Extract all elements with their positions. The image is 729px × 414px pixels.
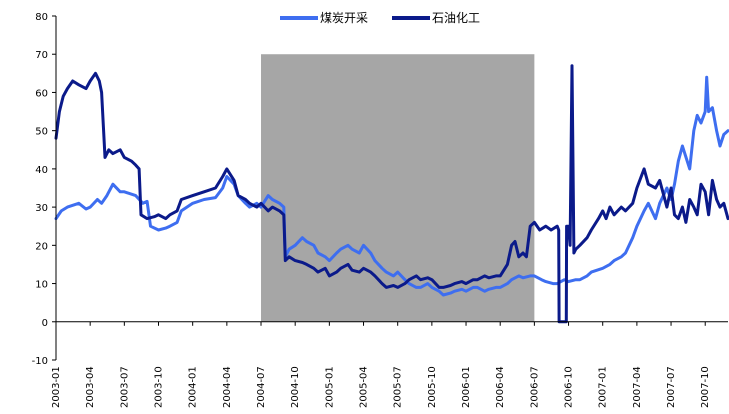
series-line-1 — [54, 75, 729, 297]
y-axis: -10 0 10 20 30 40 50 60 70 80 — [32, 12, 57, 367]
x-tick-label: 2006-04 — [495, 366, 506, 408]
plot-area — [54, 54, 729, 324]
y-tick-label: 10 — [35, 280, 48, 291]
x-tick-label: 2007-01 — [598, 366, 609, 408]
x-tick-label: 2003-04 — [85, 366, 96, 408]
x-tick-label: 2004-04 — [222, 366, 233, 408]
y-tick-label: 70 — [35, 50, 48, 61]
y-tick-label: 80 — [35, 12, 48, 23]
y-tick-label: 30 — [35, 203, 48, 214]
x-tick-label: 2003-01 — [51, 366, 62, 408]
x-tick-label: 2004-01 — [188, 366, 199, 408]
x-tick-label: 2005-01 — [324, 366, 335, 408]
x-axis: 2003-01 2003-04 2003-07 2003-10 2004-01 2004-… — [51, 321, 728, 408]
y-tick-label: 60 — [35, 88, 48, 99]
x-tick-label: 2007-04 — [632, 366, 643, 408]
x-tick-label: 2006-07 — [529, 366, 540, 408]
x-tick-label: 2003-07 — [119, 366, 130, 408]
x-tick-label: 2005-04 — [359, 366, 370, 408]
shaded-region — [261, 54, 535, 322]
x-tick-label: 2006-10 — [564, 366, 575, 408]
y-tick-label: 50 — [35, 127, 48, 138]
x-tick-label: 2006-01 — [461, 366, 472, 408]
series-line-2 — [54, 64, 729, 324]
legend-label-1: 煤炭开采 — [320, 11, 368, 25]
legend: 煤炭开采 石油化工 — [280, 11, 480, 25]
x-tick-label: 2007-10 — [700, 366, 711, 408]
x-tick-label: 2005-07 — [393, 366, 404, 408]
y-tick-label: 20 — [35, 241, 48, 252]
y-tick-label: 0 — [42, 318, 48, 329]
x-tick-label: 2007-07 — [666, 366, 677, 408]
x-tick-label: 2004-10 — [290, 366, 301, 408]
x-tick-label: 2004-07 — [256, 366, 267, 408]
y-tick-label: -10 — [32, 356, 48, 367]
x-tick-label: 2005-10 — [427, 366, 438, 408]
x-tick-label: 2003-10 — [154, 366, 165, 408]
legend-label-2: 石油化工 — [432, 11, 480, 25]
y-tick-label: 40 — [35, 165, 48, 176]
